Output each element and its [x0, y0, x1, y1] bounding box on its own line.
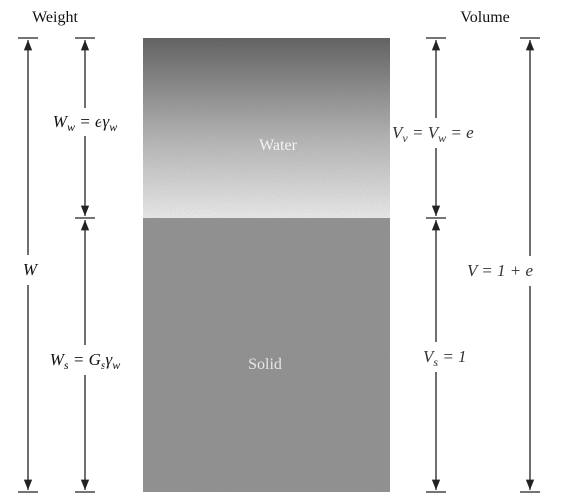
label-part: w	[67, 120, 75, 134]
total-weight-label: W	[23, 260, 39, 279]
solid-volume-label: Vs = 1	[423, 347, 467, 369]
label-part: = 1	[438, 347, 466, 366]
solid-label: Solid	[248, 356, 282, 373]
label-part: W	[53, 112, 69, 131]
label-part: = V	[408, 123, 441, 142]
dimensions	[18, 37, 540, 493]
label-part: V = 1 + e	[467, 261, 534, 280]
label-part: = e	[446, 123, 474, 142]
label-part: W	[23, 260, 39, 279]
void-volume-label: Vv = Vw = e	[392, 123, 474, 145]
label-part: s	[433, 355, 438, 369]
water-weight-label: Ww = eγw	[53, 112, 117, 134]
label-part: W	[50, 350, 66, 369]
solid-texture	[143, 218, 390, 492]
label-part: w	[112, 358, 120, 372]
volume-header: Volume	[460, 9, 509, 26]
solid-weight-label: Ws = Gsγw	[50, 350, 120, 372]
water-texture	[143, 38, 390, 218]
label-part: s	[64, 358, 69, 372]
label-part: w	[109, 120, 117, 134]
label-part: w	[438, 131, 446, 145]
total-volume-label: V = 1 + e	[467, 261, 534, 280]
weight-header: Weight	[32, 9, 78, 26]
label-part: v	[402, 131, 408, 145]
label-part: = G	[69, 350, 101, 369]
water-label: Water	[259, 137, 297, 154]
label-part: = e	[75, 112, 103, 131]
label-part: s	[101, 358, 106, 372]
